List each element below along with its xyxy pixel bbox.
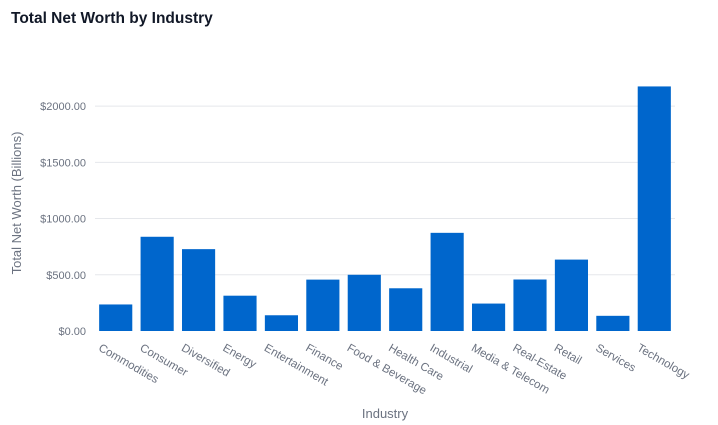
bar-energy[interactable] [223, 295, 257, 331]
bar-diversified[interactable] [182, 249, 216, 331]
y-axis-title: Total Net Worth (Billions) [9, 132, 24, 275]
y-tick-label: $1000.00 [40, 214, 86, 226]
x-axis-title: Industry [362, 406, 409, 421]
bar-health-care[interactable] [389, 288, 423, 331]
bar-media-telecom[interactable] [472, 303, 506, 331]
x-tick-label: Technology [635, 342, 692, 382]
bar-consumer[interactable] [140, 236, 174, 331]
bars [99, 86, 671, 331]
chart-title: Total Net Worth by Industry [11, 10, 213, 27]
x-tick-label: Media & Telecom [469, 342, 551, 396]
bar-finance[interactable] [306, 279, 340, 331]
y-tick-label: $500.00 [46, 270, 86, 282]
x-tick-label: Retail [552, 342, 583, 367]
x-tick-label: Services [593, 342, 637, 375]
bar-food-beverage[interactable] [347, 274, 381, 331]
y-tick-label: $2000.00 [40, 101, 86, 113]
bar-real-estate[interactable] [513, 279, 547, 331]
y-tick-label: $0.00 [58, 326, 86, 338]
bar-industrial[interactable] [430, 232, 464, 331]
y-axis-ticks: $0.00 $500.00 $1000.00 $1500.00 $2000.00 [40, 101, 86, 338]
y-tick-label: $1500.00 [40, 157, 86, 169]
bar-commodities[interactable] [99, 304, 133, 331]
bar-technology[interactable] [637, 86, 671, 331]
bar-services[interactable] [596, 315, 630, 331]
bar-entertainment[interactable] [264, 315, 298, 331]
bar-retail[interactable] [554, 259, 588, 331]
